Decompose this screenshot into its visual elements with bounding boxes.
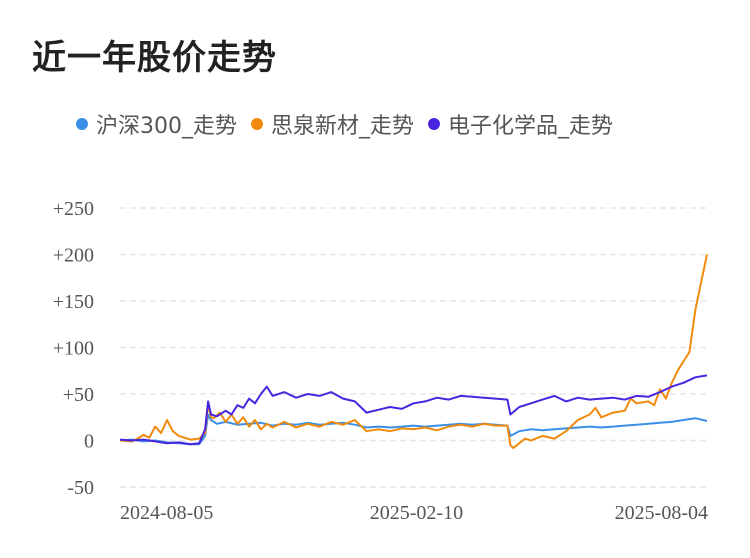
legend-label-electronic-chemicals: 电子化学品_走势 <box>448 114 614 139</box>
x-tick-label: 2025-08-04 <box>615 502 708 524</box>
y-tick-label: +250 <box>53 198 94 220</box>
page-title: 近一年股价走势 <box>32 38 277 78</box>
y-tick-label: +200 <box>53 245 94 267</box>
y-tick-label: -50 <box>67 477 94 499</box>
series-line-siquan <box>119 254 708 449</box>
legend-label-hs300: 沪深300_走势 <box>96 114 237 139</box>
x-tick-label: 2024-08-05 <box>120 502 213 524</box>
y-tick-label: +150 <box>53 291 94 313</box>
legend-item-electronic-chemicals[interactable]: 电子化学品_走势 <box>428 108 613 140</box>
series-lines <box>119 254 708 449</box>
series-line-hs300 <box>119 413 708 446</box>
y-tick-label: +50 <box>63 384 94 406</box>
legend-dot-hs300 <box>76 118 88 130</box>
x-axis-ticks: 2024-08-05 2025-02-10 2025-08-04 <box>120 502 708 524</box>
grid-lines <box>120 207 707 488</box>
y-axis-ticks: +250 +200 +150 +100 +50 0 -50 <box>53 198 94 499</box>
x-tick-label: 2025-02-10 <box>370 502 463 524</box>
legend-item-hs300[interactable]: 沪深300_走势 <box>76 108 237 140</box>
series-line-electronic-chemicals <box>119 374 708 446</box>
legend-label-siquan: 思泉新材_走势 <box>271 114 415 139</box>
legend-dot-siquan <box>251 118 263 130</box>
legend-dot-electronic-chemicals <box>428 118 441 130</box>
legend-item-siquan[interactable]: 思泉新材_走势 <box>251 108 414 140</box>
y-tick-label: +100 <box>53 338 94 360</box>
y-tick-label: 0 <box>84 431 94 453</box>
chart-legend: 沪深300_走势 思泉新材_走势 电子化学品_走势 <box>76 108 627 140</box>
